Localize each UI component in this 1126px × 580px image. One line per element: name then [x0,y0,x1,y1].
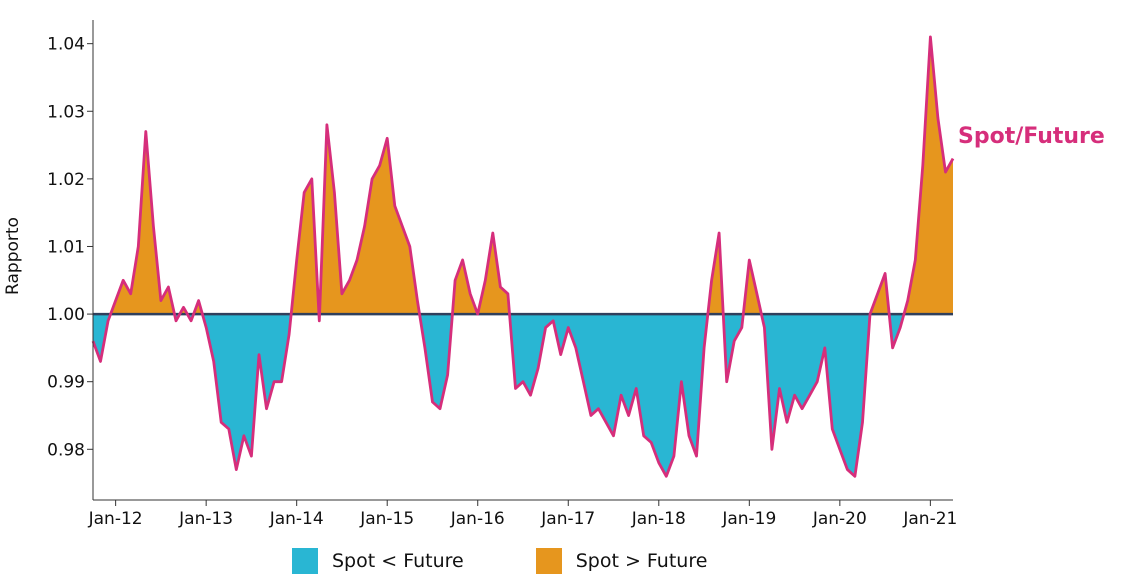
x-tick-label: Jan-21 [902,509,957,529]
legend-swatch-below [292,548,318,574]
chart: Rapporto 0.98 0.99 1.00 1.01 1.02 1.03 1.04 Jan… [3,20,1105,529]
y-tick-label: 1.03 [47,102,85,122]
legend: Spot < Future Spot > Future [292,548,707,574]
y-tick-label: 1.01 [47,237,85,257]
legend-swatch-above [535,548,562,574]
x-tick-label: Jan-20 [812,509,867,529]
y-tick-label: 1.04 [47,35,85,55]
x-tick-label: Jan-19 [721,509,776,529]
legend-item-below: Spot < Future [292,548,464,574]
x-tick-label: Jan-17 [540,509,595,529]
y-axis-title: Rapporto [3,217,23,295]
series-line-spot-future [91,35,955,478]
series-label: Spot/Future [958,124,1105,149]
y-tick-label: 0.99 [47,373,85,393]
y-tick-label: 0.98 [47,440,85,460]
x-tick-label: Jan-14 [269,509,324,529]
y-tick-label: 1.00 [47,305,85,325]
x-tick-label: Jan-16 [450,509,505,529]
x-tick-label: Jan-15 [359,509,414,529]
x-tick-label: Jan-12 [88,509,143,529]
legend-item-above: Spot > Future [535,548,708,574]
legend-label-above: Spot > Future [575,550,708,572]
y-tick-label: 1.02 [47,170,85,190]
legend-label-below: Spot < Future [332,550,464,572]
x-tick-label: Jan-13 [178,509,233,529]
area-spot-below-future [93,314,953,477]
x-tick-label: Jan-18 [631,509,686,529]
